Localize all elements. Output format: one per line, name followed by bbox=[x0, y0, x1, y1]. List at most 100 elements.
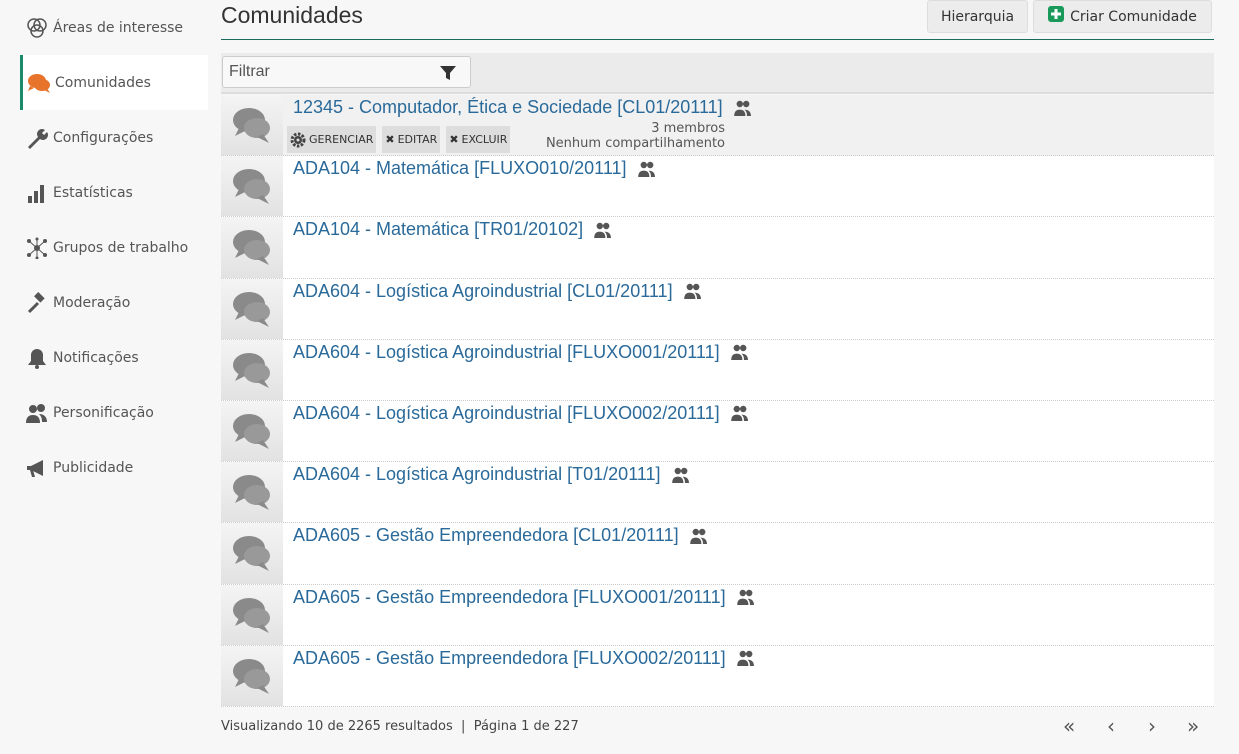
plus-square-icon bbox=[1048, 5, 1065, 22]
sidebar-item-chat-bubbles[interactable]: Comunidades bbox=[20, 55, 208, 110]
community-chat-icon bbox=[233, 597, 270, 633]
sidebar-item-megaphone[interactable]: Publicidade bbox=[20, 440, 208, 495]
sidebar-item-label: Estatísticas bbox=[53, 184, 133, 201]
bell-icon bbox=[28, 348, 46, 369]
community-avatar bbox=[221, 584, 283, 645]
community-link[interactable]: ADA605 - Gestão Empreendedora [FLUXO002/… bbox=[293, 648, 756, 669]
community-name: ADA605 - Gestão Empreendedora [FLUXO002/… bbox=[293, 647, 726, 668]
community-avatar bbox=[221, 645, 283, 706]
community-row: ADA104 - Matemática [FLUXO010/20111] bbox=[221, 156, 1214, 218]
sharing-status: Nenhum compartilhamento bbox=[545, 136, 725, 151]
manage-label: GERENCIAR bbox=[309, 133, 374, 146]
community-link[interactable]: ADA604 - Logística Agroindustrial [FLUXO… bbox=[293, 403, 750, 424]
members-icon bbox=[594, 222, 612, 238]
community-link[interactable]: ADA605 - Gestão Empreendedora [FLUXO001/… bbox=[293, 587, 756, 608]
community-row: ADA605 - Gestão Empreendedora [FLUXO002/… bbox=[221, 645, 1214, 707]
edit-button[interactable]: ✖ EDITAR bbox=[382, 126, 441, 153]
sidebar-item-label: Grupos de trabalho bbox=[53, 239, 189, 256]
sidebar-item-bell[interactable]: Notificações bbox=[20, 330, 208, 385]
community-link[interactable]: ADA104 - Matemática [TR01/20102] bbox=[293, 219, 613, 240]
delete-label: EXCLUIR bbox=[461, 133, 508, 146]
community-name: ADA604 - Logística Agroindustrial [T01/2… bbox=[293, 464, 661, 485]
filter-bar: Filtrar bbox=[221, 53, 1214, 94]
sidebar-item-network[interactable]: Grupos de trabalho bbox=[20, 220, 208, 275]
community-chat-icon bbox=[233, 536, 270, 572]
header-divider bbox=[221, 39, 1214, 40]
next-page-button[interactable]: › bbox=[1148, 714, 1156, 738]
delete-button[interactable]: ✖ EXCLUIR bbox=[446, 126, 511, 153]
community-row: ADA604 - Logística Agroindustrial [CL01/… bbox=[221, 278, 1214, 340]
sidebar-item-gavel[interactable]: Moderação bbox=[20, 275, 208, 330]
create-community-label: Criar Comunidade bbox=[1070, 8, 1197, 25]
edit-label: EDITAR bbox=[397, 133, 438, 146]
community-avatar bbox=[221, 156, 283, 217]
filter-icon[interactable] bbox=[440, 65, 456, 81]
manage-button[interactable]: GERENCIAR bbox=[287, 126, 377, 153]
community-link[interactable]: ADA604 - Logística Agroindustrial [FLUXO… bbox=[293, 342, 750, 363]
community-row: 12345 - Computador, Ética e Sociedade [C… bbox=[221, 95, 1214, 157]
community-link[interactable]: ADA104 - Matemática [FLUXO010/20111] bbox=[293, 158, 657, 179]
x-icon: ✖ bbox=[449, 133, 459, 146]
community-row: ADA604 - Logística Agroindustrial [T01/2… bbox=[221, 462, 1214, 524]
users-icon bbox=[26, 403, 47, 423]
x-icon: ✖ bbox=[385, 133, 395, 146]
filter-input[interactable]: Filtrar bbox=[222, 56, 471, 88]
megaphone-icon bbox=[27, 459, 43, 477]
hierarchy-label: Hierarquia bbox=[940, 8, 1015, 25]
page-title: Comunidades bbox=[221, 2, 363, 28]
bar-chart-icon bbox=[28, 184, 44, 203]
community-name: ADA604 - Logística Agroindustrial [FLUXO… bbox=[293, 402, 720, 423]
prev-page-button[interactable]: ‹ bbox=[1107, 714, 1115, 738]
members-icon bbox=[736, 650, 754, 667]
community-link[interactable]: ADA604 - Logística Agroindustrial [CL01/… bbox=[293, 281, 703, 302]
community-name: ADA104 - Matemática [TR01/20102] bbox=[293, 219, 584, 240]
community-chat-icon bbox=[233, 230, 270, 266]
community-avatar bbox=[221, 95, 283, 156]
sidebar-item-label: Publicidade bbox=[53, 459, 134, 476]
community-chat-icon bbox=[233, 108, 270, 144]
members-icon bbox=[671, 467, 689, 483]
community-chat-icon bbox=[233, 291, 270, 327]
sidebar-item-label: Configurações bbox=[53, 129, 154, 146]
sidebar-item-users[interactable]: Personificação bbox=[20, 385, 208, 440]
community-row: ADA605 - Gestão Empreendedora [CL01/2011… bbox=[221, 523, 1214, 585]
create-community-button[interactable]: Criar Comunidade bbox=[1033, 0, 1212, 33]
sidebar-item-circles[interactable]: Áreas de interesse bbox=[20, 0, 208, 55]
gavel-icon bbox=[27, 291, 45, 313]
community-row: ADA604 - Logística Agroindustrial [FLUXO… bbox=[221, 339, 1214, 401]
sidebar-item-bar-chart[interactable]: Estatísticas bbox=[20, 165, 208, 220]
sidebar-item-label: Notificações bbox=[53, 349, 139, 366]
members-icon bbox=[683, 283, 701, 300]
community-chat-icon bbox=[233, 658, 270, 694]
last-page-button[interactable]: » bbox=[1187, 714, 1200, 738]
members-icon bbox=[730, 406, 748, 422]
community-chat-icon bbox=[233, 169, 270, 205]
community-name: 12345 - Computador, Ética e Sociedade [C… bbox=[293, 97, 723, 117]
chat-bubbles-icon bbox=[28, 73, 50, 93]
community-chat-icon bbox=[233, 352, 270, 388]
members-icon bbox=[736, 589, 754, 605]
member-count: 3 membros bbox=[651, 121, 725, 136]
community-row: ADA605 - Gestão Empreendedora [FLUXO001/… bbox=[221, 584, 1214, 646]
hierarchy-button[interactable]: Hierarquia bbox=[927, 0, 1028, 33]
members-icon bbox=[730, 345, 748, 361]
gear-icon bbox=[290, 132, 306, 147]
community-avatar bbox=[221, 400, 283, 462]
community-name: ADA604 - Logística Agroindustrial [FLUXO… bbox=[293, 341, 720, 362]
first-page-button[interactable]: « bbox=[1063, 714, 1076, 738]
community-name: ADA104 - Matemática [FLUXO010/20111] bbox=[293, 158, 627, 179]
community-link[interactable]: ADA604 - Logística Agroindustrial [T01/2… bbox=[293, 464, 691, 485]
network-icon bbox=[27, 237, 47, 259]
community-avatar bbox=[221, 278, 283, 339]
community-chat-icon bbox=[233, 475, 270, 511]
sidebar-item-label: Moderação bbox=[53, 294, 131, 311]
sidebar-item-label: Personificação bbox=[53, 404, 154, 421]
sidebar-item-wrench[interactable]: Configurações bbox=[20, 110, 208, 165]
members-icon bbox=[689, 528, 707, 544]
community-link[interactable]: 12345 - Computador, Ética e Sociedade [C… bbox=[293, 97, 753, 118]
sidebar-item-label: Áreas de interesse bbox=[53, 19, 184, 36]
community-link[interactable]: ADA605 - Gestão Empreendedora [CL01/2011… bbox=[293, 525, 709, 546]
wrench-icon bbox=[28, 128, 48, 149]
community-list: 12345 - Computador, Ética e Sociedade [C… bbox=[221, 95, 1214, 707]
community-chat-icon bbox=[233, 414, 270, 450]
